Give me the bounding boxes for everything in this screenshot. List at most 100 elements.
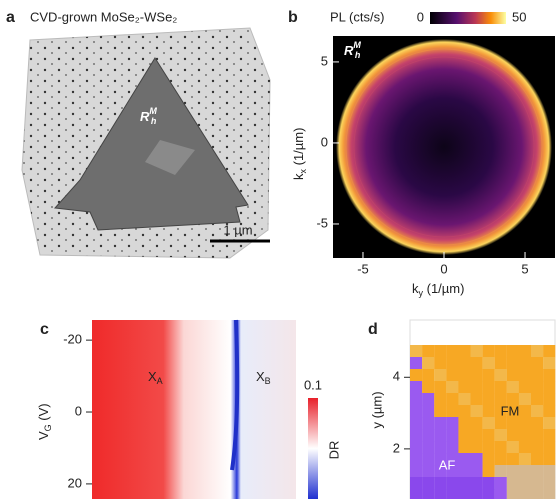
label-sub: G: [43, 424, 53, 431]
y-tick-label: 2: [393, 440, 400, 455]
pixel: [422, 453, 434, 465]
pixel: [446, 441, 458, 453]
pixel: [458, 441, 470, 453]
pixel: [519, 441, 531, 453]
pixel: [507, 465, 519, 477]
pixel: [531, 477, 543, 489]
pixel: [434, 381, 446, 393]
pixel: [458, 393, 470, 405]
pixel: [531, 345, 543, 357]
pixel: [543, 405, 555, 417]
pixel: [519, 417, 531, 429]
label-sup: M: [353, 40, 361, 50]
pixel: [531, 429, 543, 441]
pixel: [543, 441, 555, 453]
pixel: [495, 465, 507, 477]
rich-label: RMh: [344, 40, 361, 60]
pixel: [507, 453, 519, 465]
y-tick-label: -5: [316, 215, 328, 230]
pixel: [434, 429, 446, 441]
pixel: [471, 357, 483, 369]
pixel: [543, 417, 555, 429]
pixel: [519, 357, 531, 369]
rich-label: RMh: [140, 106, 157, 126]
pixel: [410, 441, 422, 453]
annotation: FM: [501, 403, 520, 418]
pixel: [458, 465, 470, 477]
pixel: [446, 405, 458, 417]
pixel: [531, 453, 543, 465]
pixel: [483, 345, 495, 357]
y-tick-label: 0: [75, 403, 82, 418]
rich-label: VG (V): [36, 403, 53, 440]
pixel: [531, 381, 543, 393]
label-sup: M: [149, 106, 157, 116]
pixel: [446, 429, 458, 441]
pixel: [422, 405, 434, 417]
pixel: [422, 369, 434, 381]
annotation: AF: [439, 457, 456, 472]
pixel: [458, 369, 470, 381]
pixel: [471, 489, 483, 499]
pixel: [519, 489, 531, 499]
pixel: [543, 465, 555, 477]
pixel: [434, 417, 446, 429]
y-tick-label: 5: [321, 53, 328, 68]
pixel: [519, 477, 531, 489]
pixel: [446, 369, 458, 381]
colorbar-max: 0.1: [304, 377, 322, 392]
label-rest: (1/µm): [291, 128, 306, 169]
pixel: [422, 345, 434, 357]
pixel: [446, 381, 458, 393]
pixel: [410, 405, 422, 417]
heatmap: [92, 320, 296, 499]
pixel: [458, 489, 470, 499]
panel-label: c: [40, 321, 49, 338]
pixel: [483, 465, 495, 477]
pixel: [458, 345, 470, 357]
pixel: [531, 357, 543, 369]
pixel: [434, 393, 446, 405]
pixel: [434, 357, 446, 369]
pixel: [519, 381, 531, 393]
pixel: [446, 345, 458, 357]
pixel: [483, 381, 495, 393]
pixel: [410, 477, 422, 489]
pixel: [531, 489, 543, 499]
pixel: [434, 345, 446, 357]
pixel: [519, 453, 531, 465]
pixel: [422, 417, 434, 429]
pixel: [446, 489, 458, 499]
pixel: [495, 441, 507, 453]
pixel: [471, 393, 483, 405]
pixel: [507, 381, 519, 393]
pixel: [531, 441, 543, 453]
panel-label: d: [368, 321, 378, 338]
pixel: [471, 477, 483, 489]
x-tick-label: -5: [357, 261, 369, 276]
pixel: [471, 369, 483, 381]
label-base: V: [36, 431, 51, 440]
colorbar: [430, 12, 506, 24]
pixel: [495, 381, 507, 393]
pixel: [410, 393, 422, 405]
pixel: [531, 369, 543, 381]
pixel: [422, 393, 434, 405]
pixel: [483, 357, 495, 369]
pixel: [483, 441, 495, 453]
label-sub: B: [265, 376, 271, 386]
pixel: [495, 369, 507, 381]
pixel: [507, 429, 519, 441]
pixel: [531, 405, 543, 417]
pixel: [531, 417, 543, 429]
pixel: [519, 393, 531, 405]
y-axis-label: y (µm): [369, 391, 384, 428]
label-base: X: [148, 369, 157, 384]
pixel: [543, 489, 555, 499]
pixel: [458, 453, 470, 465]
pixel: [471, 441, 483, 453]
pixel-map: [410, 345, 555, 499]
pixel: [495, 489, 507, 499]
y-tick-label: 0: [321, 134, 328, 149]
